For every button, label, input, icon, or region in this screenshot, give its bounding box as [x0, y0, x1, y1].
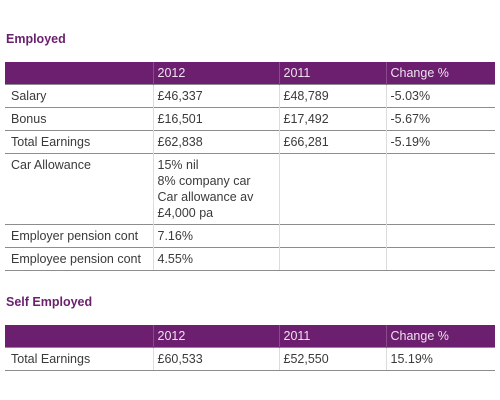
- car-allowance-line: Car allowance av: [157, 190, 254, 204]
- table-row: Car Allowance 15% nil 8% company car Car…: [5, 153, 495, 225]
- value-2012: £16,501: [152, 107, 279, 131]
- value-change: -5.03%: [385, 84, 495, 108]
- row-label: Car Allowance: [5, 153, 153, 225]
- value-change: -5.19%: [385, 130, 495, 154]
- header-2012: 2012: [152, 62, 279, 85]
- value-change: [385, 247, 495, 271]
- header-label-col: [5, 325, 153, 348]
- employed-title: Employed: [6, 32, 66, 46]
- header-2011: 2011: [278, 62, 386, 85]
- row-label: Employee pension cont: [5, 247, 153, 271]
- self-employed-table: 2012 2011 Change % Total Earnings £60,53…: [5, 325, 495, 371]
- value-2011: £52,550: [278, 347, 386, 371]
- value-2012: 4.55%: [152, 247, 279, 271]
- value-2012: £60,533: [152, 347, 279, 371]
- row-label: Total Earnings: [5, 130, 153, 154]
- value-change: -5.67%: [385, 107, 495, 131]
- header-change: Change %: [385, 62, 495, 85]
- row-label: Bonus: [5, 107, 153, 131]
- car-allowance-line: £4,000 pa: [157, 206, 214, 220]
- employed-header-row: 2012 2011 Change %: [5, 62, 495, 85]
- value-2011: [278, 247, 386, 271]
- value-change: 15.19%: [385, 347, 495, 371]
- value-change: [385, 224, 495, 248]
- table-row: Employee pension cont 4.55%: [5, 247, 495, 271]
- employed-table: 2012 2011 Change % Salary £46,337 £48,78…: [5, 62, 495, 271]
- value-2012: £62,838: [152, 130, 279, 154]
- value-change: [385, 153, 495, 225]
- car-allowance-line: 8% company car: [157, 174, 251, 188]
- self-employed-header-row: 2012 2011 Change %: [5, 325, 495, 348]
- value-2011: [278, 224, 386, 248]
- table-row: Total Earnings £60,533 £52,550 15.19%: [5, 347, 495, 371]
- row-label: Salary: [5, 84, 153, 108]
- value-2012: 15% nil 8% company car Car allowance av …: [152, 153, 279, 225]
- header-2012: 2012: [152, 325, 279, 348]
- value-2012: 7.16%: [152, 224, 279, 248]
- row-label: Total Earnings: [5, 347, 153, 371]
- table-row: Employer pension cont 7.16%: [5, 224, 495, 248]
- header-change: Change %: [385, 325, 495, 348]
- header-label-col: [5, 62, 153, 85]
- value-2011: £17,492: [278, 107, 386, 131]
- value-2011: £66,281: [278, 130, 386, 154]
- table-row: Bonus £16,501 £17,492 -5.67%: [5, 107, 495, 131]
- car-allowance-line: 15% nil: [157, 158, 199, 172]
- value-2011: [278, 153, 386, 225]
- row-label: Employer pension cont: [5, 224, 153, 248]
- value-2011: £48,789: [278, 84, 386, 108]
- self-employed-title: Self Employed: [6, 295, 93, 309]
- table-row: Total Earnings £62,838 £66,281 -5.19%: [5, 130, 495, 154]
- header-2011: 2011: [278, 325, 386, 348]
- value-2012: £46,337: [152, 84, 279, 108]
- table-row: Salary £46,337 £48,789 -5.03%: [5, 84, 495, 108]
